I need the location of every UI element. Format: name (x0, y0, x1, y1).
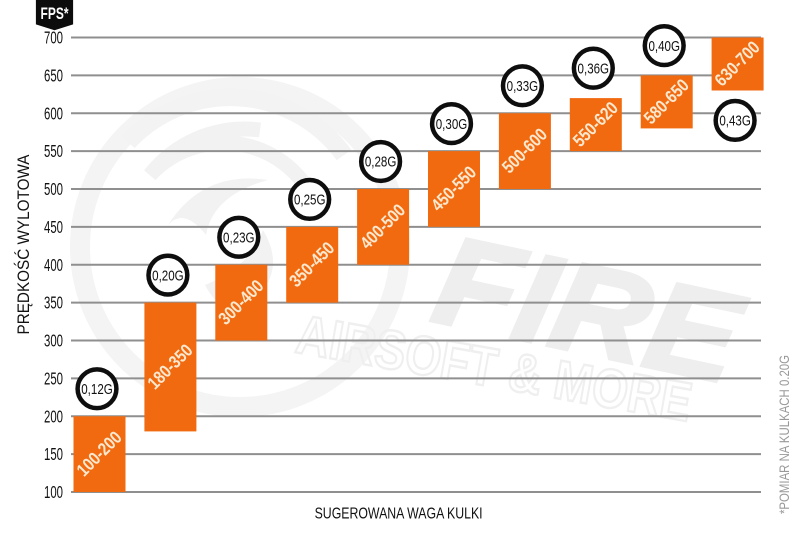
svg-text:0,40G: 0,40G (648, 38, 680, 55)
svg-text:150: 150 (44, 444, 63, 464)
svg-text:550: 550 (44, 141, 63, 161)
svg-text:400: 400 (44, 255, 63, 275)
svg-text:0,28G: 0,28G (365, 154, 397, 171)
svg-text:SUGEROWANA WAGA KULKI: SUGEROWANA WAGA KULKI (315, 506, 483, 523)
svg-text:500: 500 (44, 179, 63, 199)
svg-text:0,23G: 0,23G (223, 229, 255, 246)
svg-text:*POMIAR NA KULKACH 0.20G: *POMIAR NA KULKACH 0.20G (777, 355, 792, 514)
svg-text:0,36G: 0,36G (578, 60, 610, 77)
svg-text:700: 700 (44, 28, 63, 48)
svg-text:300: 300 (44, 331, 63, 351)
svg-text:600: 600 (44, 103, 63, 123)
svg-text:0,30G: 0,30G (436, 116, 468, 133)
svg-text:250: 250 (44, 368, 63, 388)
svg-text:0,20G: 0,20G (152, 267, 184, 284)
svg-text:0,33G: 0,33G (507, 78, 539, 95)
svg-text:200: 200 (44, 406, 63, 426)
svg-text:0,25G: 0,25G (294, 192, 326, 209)
svg-text:FPS*: FPS* (41, 4, 69, 23)
svg-text:350: 350 (44, 293, 63, 313)
svg-text:100: 100 (44, 482, 63, 502)
svg-text:450: 450 (44, 217, 63, 237)
svg-text:650: 650 (44, 65, 63, 85)
svg-text:0,12G: 0,12G (81, 381, 113, 398)
svg-text:0,43G: 0,43G (719, 113, 751, 130)
svg-text:PRĘDKOŚĆ WYLOTOWA: PRĘDKOŚĆ WYLOTOWA (14, 154, 33, 335)
